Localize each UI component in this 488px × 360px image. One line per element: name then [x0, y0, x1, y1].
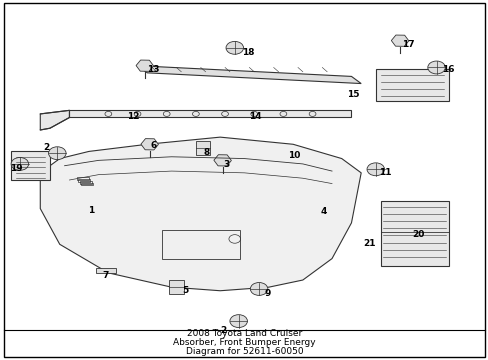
Circle shape	[427, 61, 445, 74]
Text: 6: 6	[150, 141, 156, 150]
Text: 3: 3	[223, 160, 229, 169]
Polygon shape	[137, 66, 361, 84]
Text: 21: 21	[363, 239, 375, 248]
Text: 14: 14	[249, 112, 262, 121]
Text: 10: 10	[288, 151, 300, 160]
Circle shape	[250, 283, 267, 296]
Polygon shape	[96, 267, 116, 273]
Text: 18: 18	[242, 48, 254, 57]
Text: 15: 15	[346, 90, 359, 99]
Bar	[169, 280, 183, 294]
Bar	[162, 230, 239, 258]
Text: Absorber, Front Bumper Energy: Absorber, Front Bumper Energy	[173, 338, 315, 347]
Text: 8: 8	[203, 148, 210, 157]
Bar	[77, 177, 89, 180]
Text: Diagram for 52611-60050: Diagram for 52611-60050	[185, 347, 303, 356]
Text: 20: 20	[411, 230, 424, 239]
Text: 2008 Toyota Land Cruiser: 2008 Toyota Land Cruiser	[186, 329, 302, 338]
Text: 5: 5	[182, 286, 188, 295]
Bar	[196, 141, 210, 155]
Bar	[80, 181, 92, 184]
Circle shape	[11, 157, 29, 170]
Polygon shape	[380, 202, 448, 266]
Text: 19: 19	[10, 164, 22, 173]
Circle shape	[48, 147, 66, 159]
Text: 2: 2	[220, 325, 226, 334]
Text: 2: 2	[43, 143, 49, 152]
Polygon shape	[11, 152, 50, 180]
Bar	[81, 183, 93, 185]
Circle shape	[225, 41, 243, 54]
Text: 1: 1	[88, 206, 94, 215]
Text: 4: 4	[320, 207, 326, 216]
PathPatch shape	[69, 111, 351, 117]
Circle shape	[229, 315, 247, 328]
Text: 16: 16	[442, 66, 454, 75]
Polygon shape	[375, 69, 448, 102]
Circle shape	[366, 163, 384, 176]
Polygon shape	[40, 111, 69, 130]
PathPatch shape	[40, 137, 361, 291]
Text: 7: 7	[102, 271, 109, 280]
Text: 17: 17	[402, 40, 414, 49]
Bar	[78, 179, 90, 182]
Text: 13: 13	[147, 66, 160, 75]
Text: 11: 11	[379, 168, 391, 177]
Text: 12: 12	[127, 112, 140, 121]
Text: 9: 9	[264, 289, 270, 298]
